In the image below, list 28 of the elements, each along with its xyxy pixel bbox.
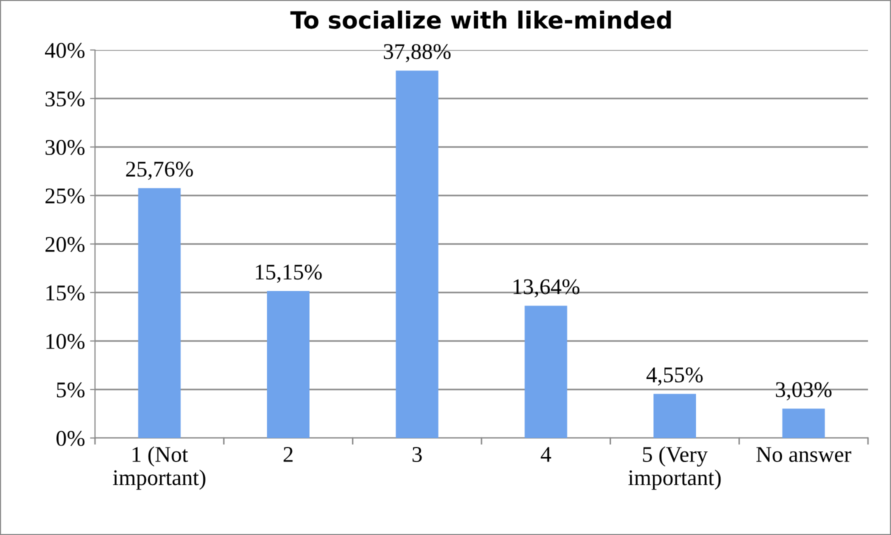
bar xyxy=(138,188,181,438)
data-label: 37,88% xyxy=(384,44,451,62)
x-tick-label: No answer xyxy=(756,447,852,462)
y-tick-label: 20% xyxy=(46,236,85,252)
y-tick-label: 30% xyxy=(46,140,85,155)
y-tick-label: 25% xyxy=(46,188,85,204)
bar xyxy=(653,394,696,438)
y-tick-label: 40% xyxy=(44,42,85,58)
x-tick-label: 2 xyxy=(284,447,293,462)
y-tick-label: 35% xyxy=(46,91,85,106)
data-label: 13,64% xyxy=(514,279,580,298)
data-label: 15,15% xyxy=(256,264,322,283)
x-tick-label: 4 xyxy=(540,447,552,462)
bar xyxy=(524,306,568,438)
chart-title: To socialize with like-minded xyxy=(290,10,671,29)
y-tick-label: 5% xyxy=(56,382,85,398)
x-tick-label: 1 (Not important) xyxy=(112,446,206,490)
bar xyxy=(266,291,310,438)
data-label: 25,76% xyxy=(126,162,193,180)
y-tick-label: 10% xyxy=(46,334,85,349)
bar xyxy=(396,70,438,438)
data-label: 4,55% xyxy=(646,367,703,386)
bar xyxy=(782,408,825,438)
x-tick-label: 5 (Very important) xyxy=(628,446,721,490)
y-tick-label: 15% xyxy=(46,285,85,300)
x-tick-label: 3 xyxy=(412,447,422,462)
data-label: 3,03% xyxy=(776,382,832,400)
y-tick-label: 0% xyxy=(56,430,85,446)
